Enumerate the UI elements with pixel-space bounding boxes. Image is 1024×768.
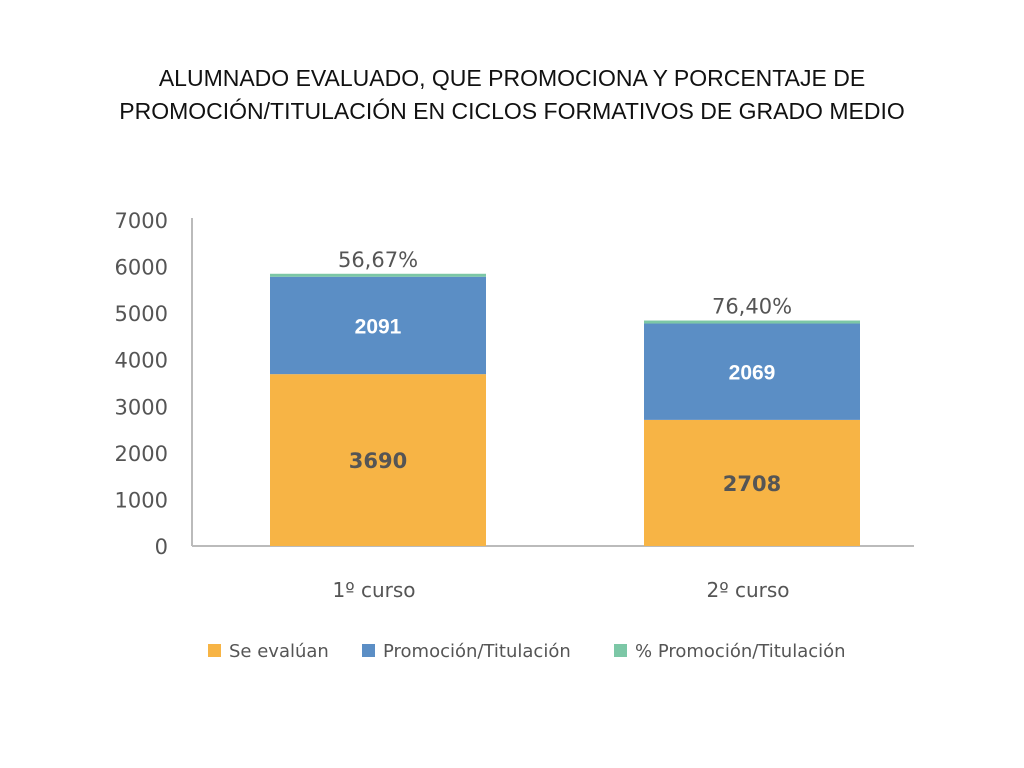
- y-tick-label: 3000: [115, 395, 168, 419]
- y-tick-label: 1000: [115, 488, 168, 512]
- y-tick-label: 6000: [115, 256, 168, 280]
- bar-se-evaluan: [644, 419, 860, 546]
- data-label-se-evaluan: 3690: [349, 449, 407, 473]
- bar-porcentaje-promocion: [270, 273, 486, 277]
- title-line-1: ALUMNADO EVALUADO, QUE PROMOCIONA Y PORC…: [158, 65, 866, 91]
- x-category-label: 1º curso: [332, 578, 415, 602]
- legend-swatch: [614, 644, 627, 657]
- legend-swatch: [362, 644, 375, 657]
- bar-porcentaje-promocion: [644, 320, 860, 324]
- data-label-se-evaluan: 2708: [723, 472, 781, 496]
- legend-label: Se evalúan: [229, 641, 329, 662]
- bar-promocion-titulacion: [644, 323, 860, 420]
- y-tick-label: 5000: [115, 302, 168, 326]
- bar-promocion-titulacion: [270, 276, 486, 375]
- legend-label: Promoción/Titulación: [383, 641, 571, 662]
- x-category-label: 2º curso: [706, 578, 789, 602]
- y-tick-label: 2000: [115, 442, 168, 466]
- title-line-2: PROMOCIÓN/TITULACIÓN EN CICLOS FORMATIVO…: [119, 98, 905, 124]
- data-label-promocion: 2069: [729, 362, 776, 385]
- y-tick-label: 0: [155, 535, 168, 559]
- data-label-porcentaje: 76,40%: [712, 295, 792, 319]
- data-label-promocion: 2091: [355, 315, 402, 338]
- page-title: ALUMNADO EVALUADO, QUE PROMOCIONA Y PORC…: [60, 62, 964, 128]
- legend-swatch: [208, 644, 221, 657]
- legend-label: % Promoción/Titulación: [635, 641, 846, 662]
- data-label-porcentaje: 56,67%: [338, 248, 418, 272]
- y-tick-label: 7000: [115, 209, 168, 233]
- y-tick-label: 4000: [115, 349, 168, 373]
- bar-se-evaluan: [270, 374, 486, 546]
